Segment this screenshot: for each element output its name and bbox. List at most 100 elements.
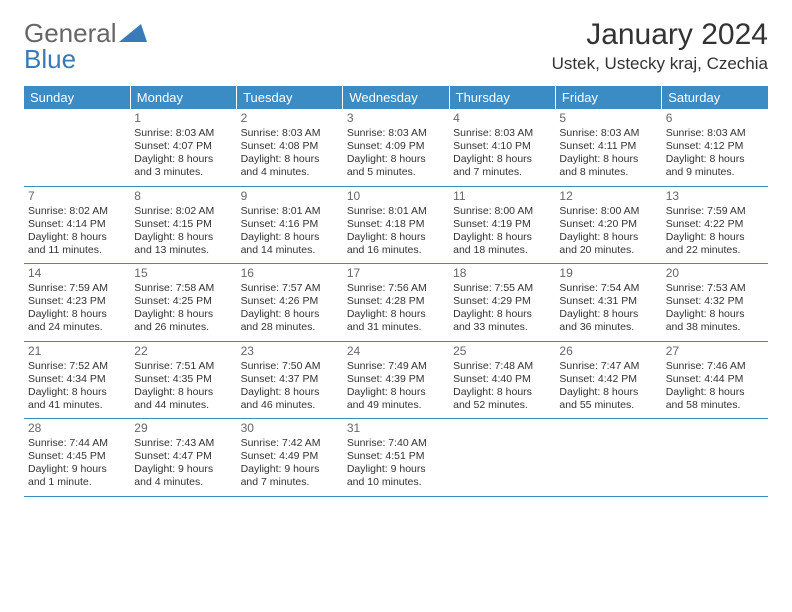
day-number: 7 (28, 189, 126, 204)
sunrise-text: Sunrise: 7:48 AM (453, 360, 551, 373)
sunset-text: Sunset: 4:31 PM (559, 295, 657, 308)
calendar-day-cell: 13Sunrise: 7:59 AMSunset: 4:22 PMDayligh… (662, 186, 768, 264)
sunrise-text: Sunrise: 7:58 AM (134, 282, 232, 295)
sunrise-text: Sunrise: 8:02 AM (28, 205, 126, 218)
sunrise-text: Sunrise: 8:00 AM (559, 205, 657, 218)
daylight-text: Daylight: 8 hours and 38 minutes. (666, 308, 764, 334)
month-title: January 2024 (552, 18, 768, 52)
sunrise-text: Sunrise: 7:43 AM (134, 437, 232, 450)
sunset-text: Sunset: 4:34 PM (28, 373, 126, 386)
sunset-text: Sunset: 4:39 PM (347, 373, 445, 386)
daylight-text: Daylight: 8 hours and 18 minutes. (453, 231, 551, 257)
daylight-text: Daylight: 8 hours and 7 minutes. (453, 153, 551, 179)
sunrise-text: Sunrise: 7:42 AM (241, 437, 339, 450)
calendar-day-cell: 8Sunrise: 8:02 AMSunset: 4:15 PMDaylight… (130, 186, 236, 264)
day-number: 19 (559, 266, 657, 281)
sunrise-text: Sunrise: 7:54 AM (559, 282, 657, 295)
day-number: 23 (241, 344, 339, 359)
calendar-day-cell: 1Sunrise: 8:03 AMSunset: 4:07 PMDaylight… (130, 109, 236, 186)
day-number: 12 (559, 189, 657, 204)
sunrise-text: Sunrise: 8:01 AM (347, 205, 445, 218)
day-number: 29 (134, 421, 232, 436)
sunset-text: Sunset: 4:25 PM (134, 295, 232, 308)
calendar-header-row: SundayMondayTuesdayWednesdayThursdayFrid… (24, 86, 768, 109)
day-number: 10 (347, 189, 445, 204)
header: General January 2024 Ustek, Ustecky kraj… (24, 18, 768, 74)
day-number: 28 (28, 421, 126, 436)
calendar-day-cell: 5Sunrise: 8:03 AMSunset: 4:11 PMDaylight… (555, 109, 661, 186)
location-text: Ustek, Ustecky kraj, Czechia (552, 54, 768, 74)
day-number: 15 (134, 266, 232, 281)
calendar-day-cell: 6Sunrise: 8:03 AMSunset: 4:12 PMDaylight… (662, 109, 768, 186)
day-number: 27 (666, 344, 764, 359)
daylight-text: Daylight: 8 hours and 20 minutes. (559, 231, 657, 257)
sunrise-text: Sunrise: 8:03 AM (241, 127, 339, 140)
sunrise-text: Sunrise: 8:03 AM (347, 127, 445, 140)
sunset-text: Sunset: 4:29 PM (453, 295, 551, 308)
calendar-day-cell: 15Sunrise: 7:58 AMSunset: 4:25 PMDayligh… (130, 264, 236, 342)
daylight-text: Daylight: 8 hours and 5 minutes. (347, 153, 445, 179)
calendar-day-cell: 25Sunrise: 7:48 AMSunset: 4:40 PMDayligh… (449, 341, 555, 419)
calendar-week-row: 28Sunrise: 7:44 AMSunset: 4:45 PMDayligh… (24, 419, 768, 497)
day-number: 8 (134, 189, 232, 204)
weekday-header: Friday (555, 86, 661, 109)
calendar-day-cell (662, 419, 768, 497)
daylight-text: Daylight: 9 hours and 7 minutes. (241, 463, 339, 489)
day-number: 17 (347, 266, 445, 281)
day-number: 16 (241, 266, 339, 281)
sunset-text: Sunset: 4:23 PM (28, 295, 126, 308)
day-number: 30 (241, 421, 339, 436)
calendar-week-row: 21Sunrise: 7:52 AMSunset: 4:34 PMDayligh… (24, 341, 768, 419)
weekday-header: Sunday (24, 86, 130, 109)
day-number: 2 (241, 111, 339, 126)
calendar-day-cell: 14Sunrise: 7:59 AMSunset: 4:23 PMDayligh… (24, 264, 130, 342)
calendar-day-cell: 10Sunrise: 8:01 AMSunset: 4:18 PMDayligh… (343, 186, 449, 264)
calendar-day-cell: 9Sunrise: 8:01 AMSunset: 4:16 PMDaylight… (237, 186, 343, 264)
logo-triangle-icon (119, 18, 147, 49)
sunset-text: Sunset: 4:19 PM (453, 218, 551, 231)
day-number: 9 (241, 189, 339, 204)
weekday-header: Monday (130, 86, 236, 109)
day-number: 31 (347, 421, 445, 436)
logo-word-blue: Blue (24, 44, 76, 75)
sunset-text: Sunset: 4:22 PM (666, 218, 764, 231)
sunrise-text: Sunrise: 8:03 AM (666, 127, 764, 140)
daylight-text: Daylight: 8 hours and 11 minutes. (28, 231, 126, 257)
day-number: 1 (134, 111, 232, 126)
sunset-text: Sunset: 4:16 PM (241, 218, 339, 231)
daylight-text: Daylight: 8 hours and 41 minutes. (28, 386, 126, 412)
sunset-text: Sunset: 4:18 PM (347, 218, 445, 231)
title-area: January 2024 Ustek, Ustecky kraj, Czechi… (552, 18, 768, 74)
sunset-text: Sunset: 4:14 PM (28, 218, 126, 231)
day-number: 18 (453, 266, 551, 281)
sunset-text: Sunset: 4:12 PM (666, 140, 764, 153)
day-number: 26 (559, 344, 657, 359)
sunset-text: Sunset: 4:42 PM (559, 373, 657, 386)
daylight-text: Daylight: 8 hours and 9 minutes. (666, 153, 764, 179)
calendar-week-row: 14Sunrise: 7:59 AMSunset: 4:23 PM Dayligh… (24, 264, 768, 342)
sunset-text: Sunset: 4:49 PM (241, 450, 339, 463)
sunset-text: Sunset: 4:45 PM (28, 450, 126, 463)
daylight-text: Daylight: 8 hours and 13 minutes. (134, 231, 232, 257)
sunrise-text: Sunrise: 7:55 AM (453, 282, 551, 295)
daylight-text: Daylight: 8 hours and 58 minutes. (666, 386, 764, 412)
sunrise-text: Sunrise: 7:53 AM (666, 282, 764, 295)
calendar-day-cell: 17Sunrise: 7:56 AMSunset: 4:28 PMDayligh… (343, 264, 449, 342)
sunrise-text: Sunrise: 8:01 AM (241, 205, 339, 218)
daylight-text: Daylight: 8 hours and 16 minutes. (347, 231, 445, 257)
sunrise-text: Sunrise: 8:02 AM (134, 205, 232, 218)
day-number: 13 (666, 189, 764, 204)
day-number: 4 (453, 111, 551, 126)
sunset-text: Sunset: 4:26 PM (241, 295, 339, 308)
daylight-text: Daylight: 8 hours and 8 minutes. (559, 153, 657, 179)
sunrise-text: Sunrise: 8:03 AM (134, 127, 232, 140)
sunrise-text: Sunrise: 7:59 AM (28, 282, 126, 295)
sunset-text: Sunset: 4:51 PM (347, 450, 445, 463)
calendar-day-cell (555, 419, 661, 497)
daylight-text: Daylight: 8 hours and 4 minutes. (241, 153, 339, 179)
sunset-text: Sunset: 4:37 PM (241, 373, 339, 386)
calendar-body: 1Sunrise: 8:03 AMSunset: 4:07 PMDaylight… (24, 109, 768, 496)
day-number: 6 (666, 111, 764, 126)
day-number: 14 (28, 266, 126, 281)
sunset-text: Sunset: 4:20 PM (559, 218, 657, 231)
